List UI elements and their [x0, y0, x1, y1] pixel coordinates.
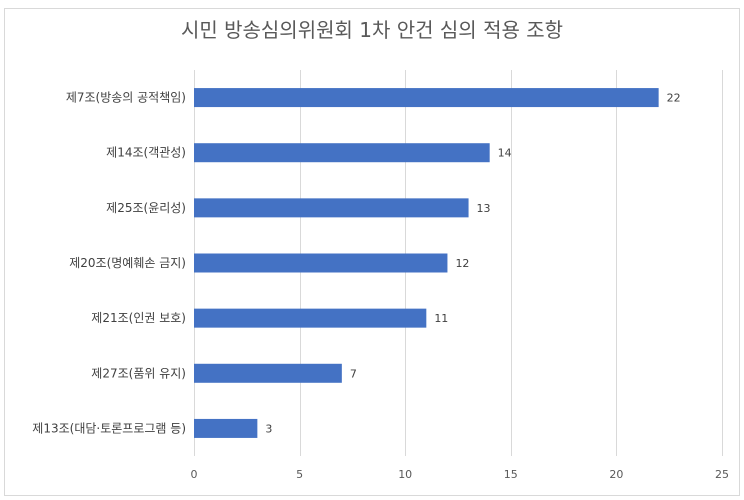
x-tick-label-20: 20	[609, 468, 623, 481]
data-label-1: 22	[667, 92, 681, 105]
bar-7	[194, 418, 258, 438]
data-label-6: 7	[350, 367, 357, 380]
bar-5	[194, 308, 427, 328]
data-label-5: 11	[434, 312, 448, 325]
category-label-3: 제25조(윤리성)	[106, 201, 186, 215]
category-label-7: 제13조(대담·토론프로그램 등)	[32, 421, 186, 435]
bar-2	[194, 143, 490, 163]
category-label-2: 제14조(객관성)	[106, 146, 186, 160]
data-label-3: 13	[477, 202, 491, 215]
bar-3	[194, 198, 469, 218]
x-tick-label-10: 10	[398, 468, 412, 481]
x-tick-label-0: 0	[191, 468, 198, 481]
category-label-6: 제27조(품위 유지)	[91, 366, 186, 380]
category-label-5: 제21조(인권 보호)	[91, 311, 186, 325]
category-label-1: 제7조(방송의 공적책임)	[66, 90, 186, 105]
category-label-4: 제20조(명예훼손 금지)	[69, 256, 186, 270]
x-tick-label-5: 5	[296, 468, 303, 481]
bar-1	[194, 88, 659, 108]
bar-6	[194, 363, 342, 383]
chart-title: 시민 방송심의위원회 1차 안건 심의 적용 조항	[180, 18, 564, 42]
x-tick-label-15: 15	[504, 468, 518, 481]
data-label-7: 3	[265, 422, 272, 435]
data-label-2: 14	[498, 147, 512, 160]
x-tick-label-25: 25	[715, 468, 729, 481]
data-label-4: 12	[455, 257, 469, 270]
bar-4	[194, 253, 448, 273]
